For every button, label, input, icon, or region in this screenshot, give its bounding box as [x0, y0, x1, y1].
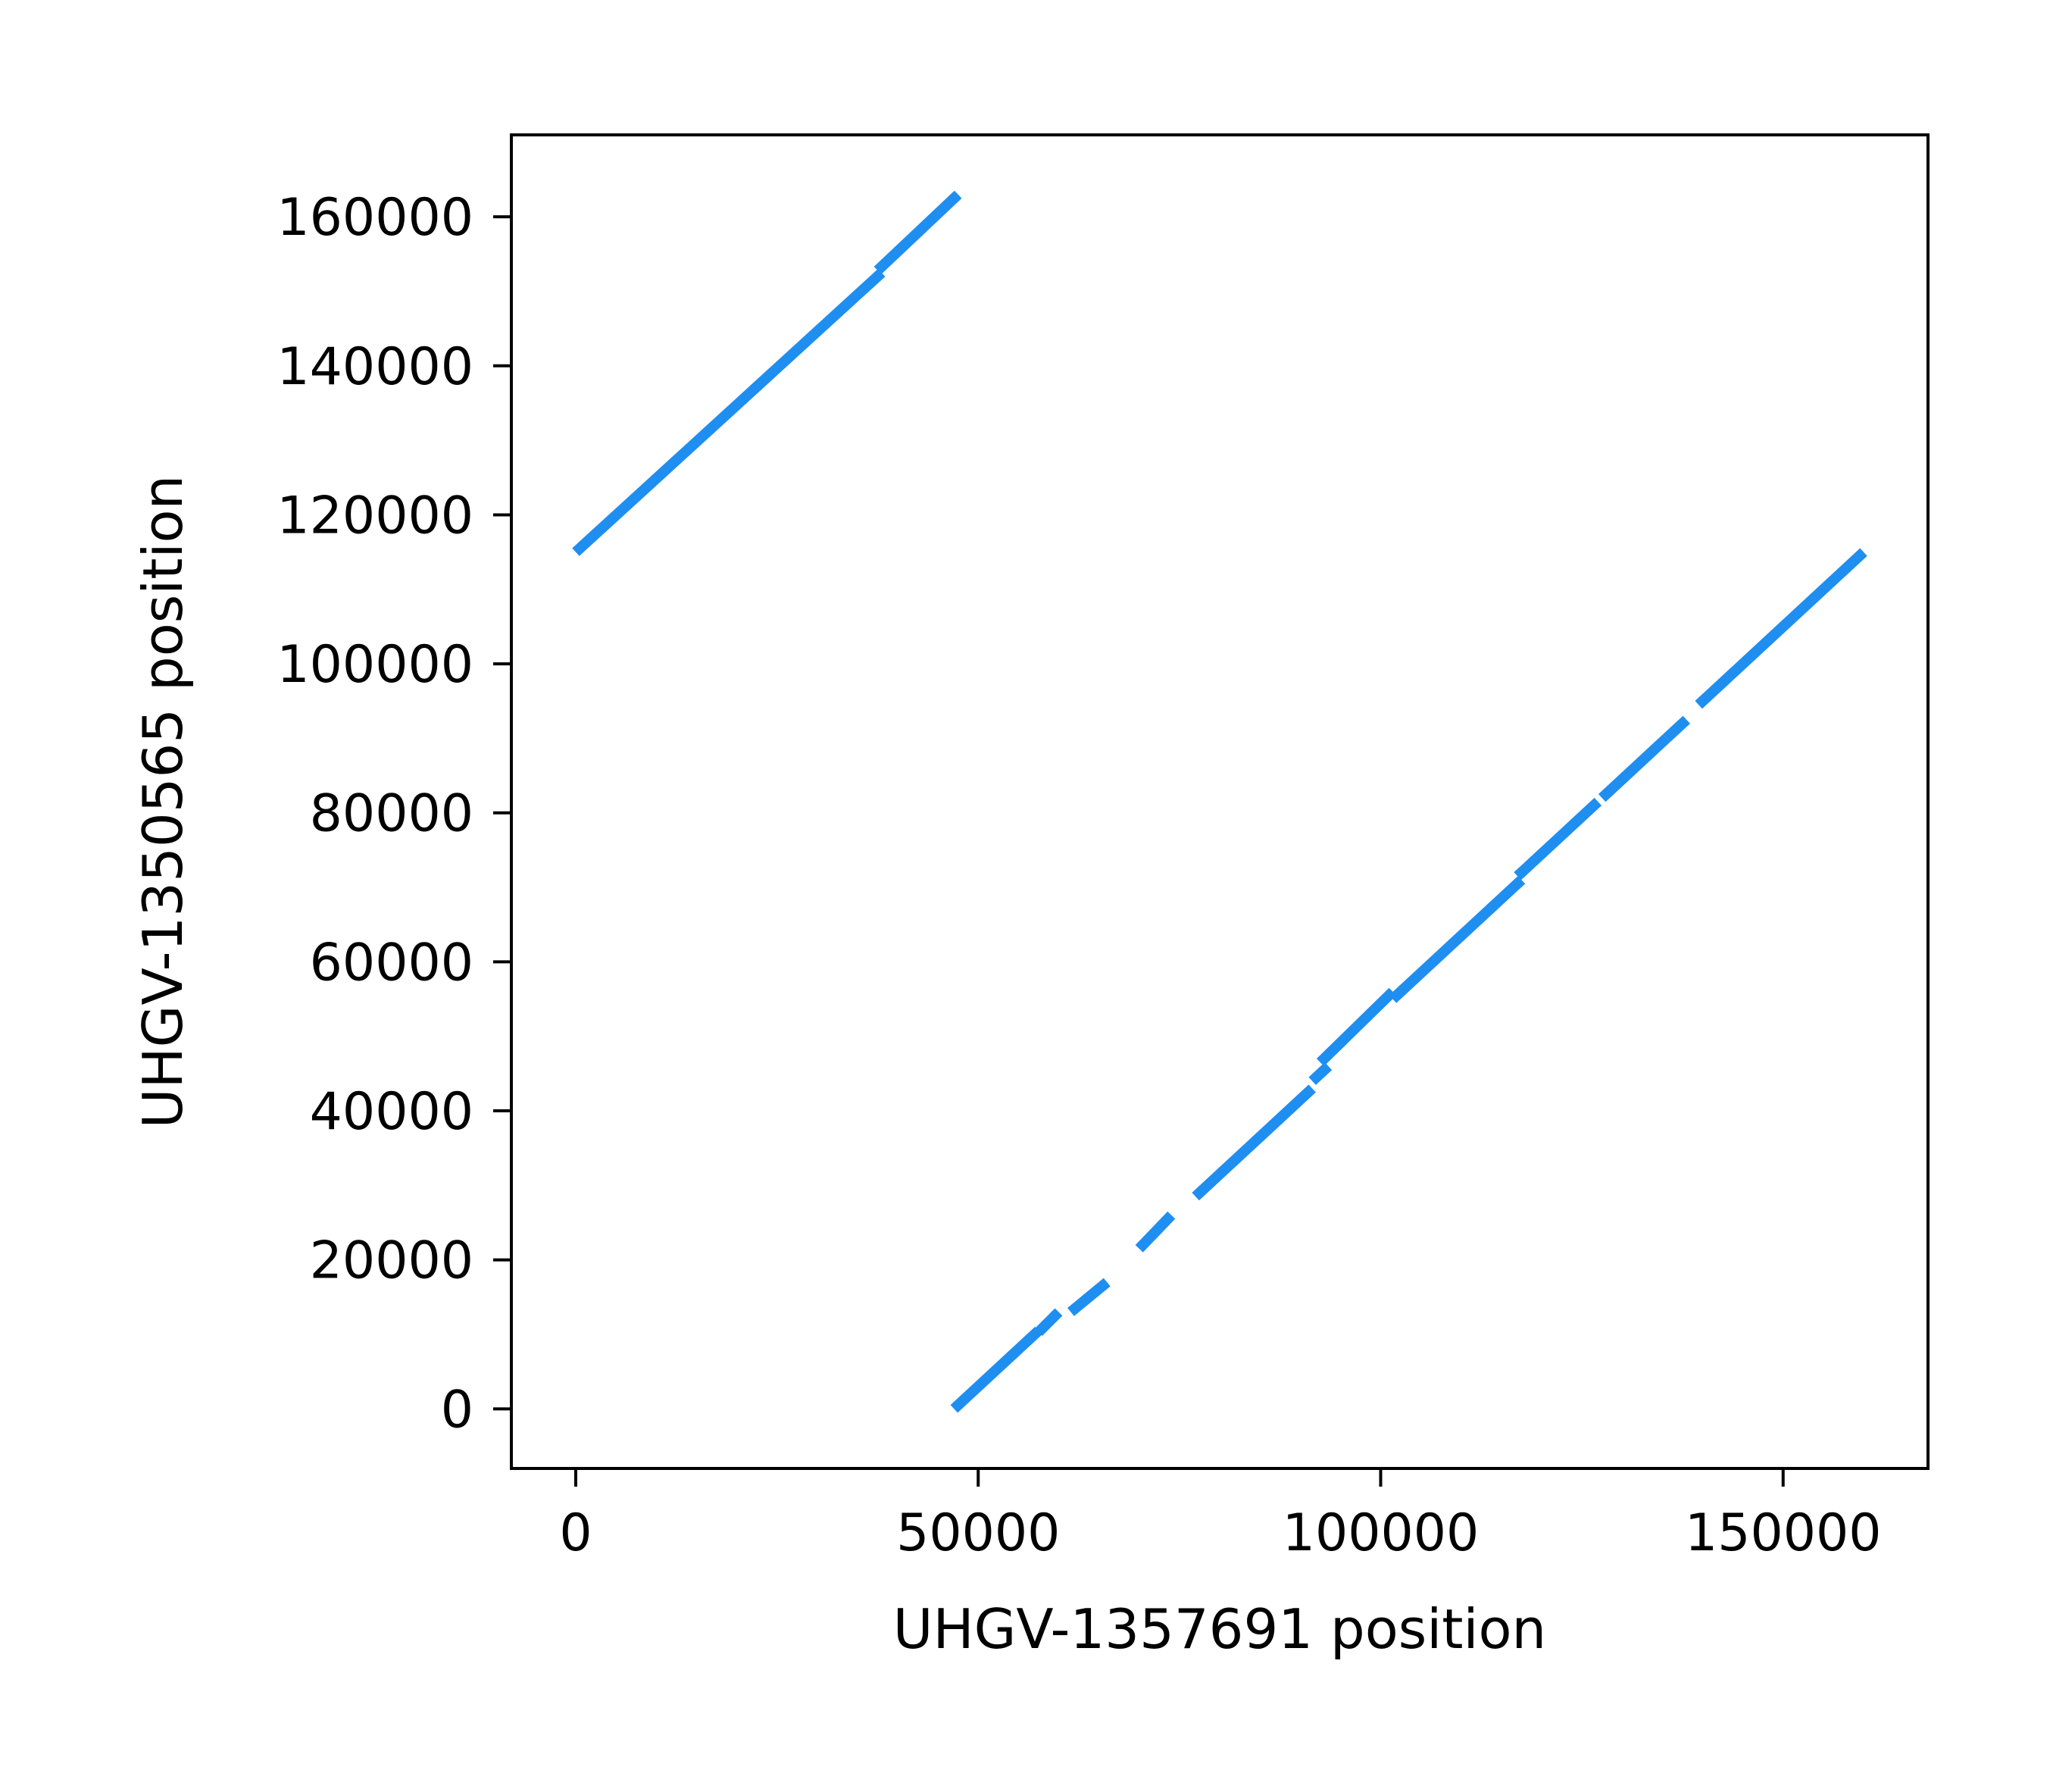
y-tick-label: 80000	[310, 784, 473, 844]
alignment-segment-11	[1514, 797, 1602, 880]
alignment-segment-4	[1034, 1308, 1063, 1337]
alignment-segment-14	[1695, 548, 1867, 709]
y-tick-label: 0	[441, 1380, 473, 1440]
y-tick-label: 40000	[310, 1082, 473, 1142]
x-tick-label: 0	[559, 1503, 592, 1563]
y-axis-label: UHGV-1350565 position	[131, 475, 195, 1128]
plot-frame	[510, 133, 1930, 1470]
alignment-segment-7	[1192, 1084, 1316, 1201]
x-axis-ticks: 0 50000 100000 150000	[559, 1468, 1882, 1563]
x-axis-label: UHGV-1357691 position	[893, 1597, 1546, 1661]
y-tick-label: 160000	[277, 188, 473, 248]
alignment-segment-2	[873, 190, 962, 275]
y-tick-label: 120000	[277, 486, 473, 546]
y-tick-label: 20000	[310, 1231, 473, 1291]
alignment-segment-1	[572, 268, 886, 556]
alignment-segment-10	[1389, 876, 1526, 1003]
alignment-segment-3	[950, 1326, 1042, 1413]
y-axis-ticks: 0 20000 40000 60000 80000 100000 120000 140000 1…	[277, 188, 511, 1440]
alignment-segment-6	[1135, 1211, 1176, 1253]
x-tick-label: 50000	[896, 1503, 1060, 1563]
series-lines	[572, 190, 1867, 1413]
alignment-segment-12	[1598, 734, 1670, 802]
alignment-segment-5	[1067, 1278, 1111, 1316]
alignment-segment-13	[1662, 715, 1691, 743]
alignment-segment-9	[1316, 987, 1397, 1067]
y-tick-label: 140000	[277, 337, 473, 397]
y-tick-label: 100000	[277, 635, 473, 695]
alignment-segment-8	[1308, 1062, 1333, 1085]
x-tick-label: 150000	[1685, 1503, 1882, 1563]
y-tick-label: 60000	[310, 933, 473, 993]
x-tick-label: 100000	[1283, 1503, 1480, 1563]
